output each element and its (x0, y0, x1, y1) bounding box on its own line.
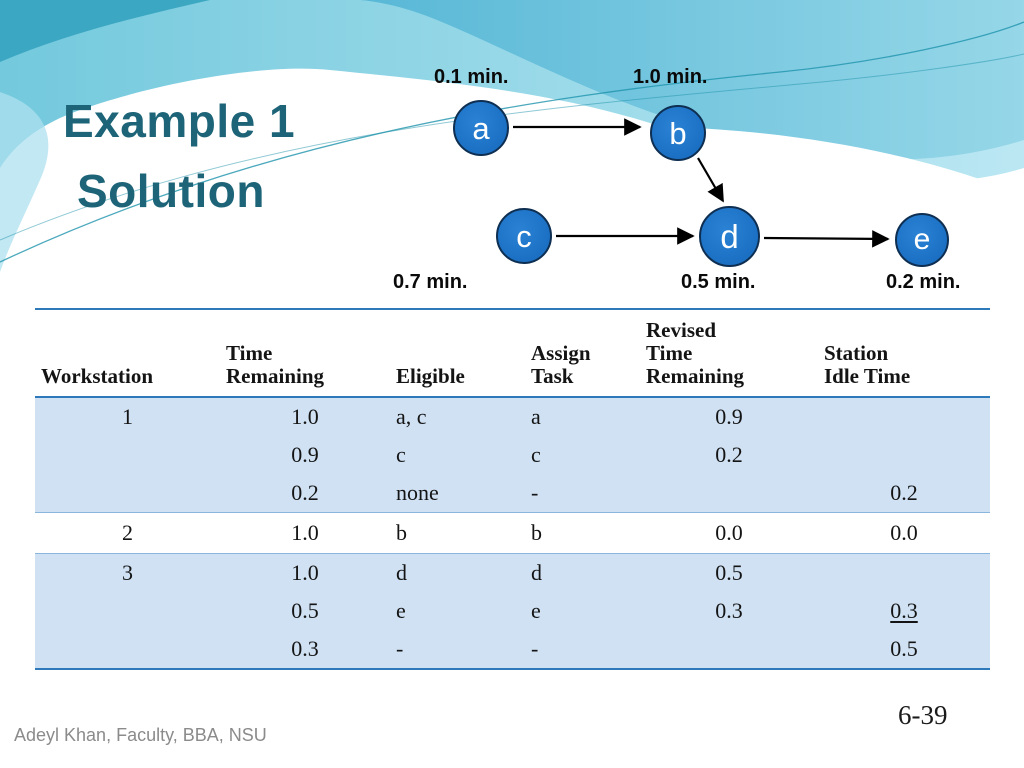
cell-g2-r1-c1: 2 (122, 520, 133, 545)
task-node-b: b (650, 105, 706, 161)
solution-table: Workstation Time Remaining Eligible Assi… (35, 308, 990, 670)
cell-g1-r2-c4: c (531, 442, 541, 467)
cell-g3-r1-c3: d (396, 560, 407, 585)
table-row: 2 1.0 b b 0.0 0.0 (35, 513, 990, 554)
table-row: 1 1.0 a, c a 0.9 (35, 397, 990, 436)
cell-g1-r1-c6 (818, 397, 990, 436)
cell-g3-r1-c5: 0.5 (715, 560, 743, 585)
cell-g3-r2-c5: 0.3 (715, 598, 743, 623)
header-idle-time: Station Idle Time (818, 308, 990, 398)
node-a-label: a (472, 110, 490, 146)
cell-g1-r3-c6: 0.2 (890, 480, 918, 505)
node-d-label: d (720, 218, 739, 255)
solution-table-wrap: Workstation Time Remaining Eligible Assi… (35, 308, 990, 670)
wave-medium (360, 0, 1024, 160)
cell-g3-r3-c6: 0.5 (890, 636, 918, 661)
cell-g3-r2-c3: e (396, 598, 406, 623)
cell-g3-r1-c4: d (531, 560, 542, 585)
time-label-e: 0.2 min. (886, 271, 961, 293)
precedence-arrows (513, 118, 890, 248)
wave-line-2 (0, 53, 1024, 241)
edge-d-e (763, 230, 890, 248)
title-line-2: Solution (77, 165, 265, 217)
task-node-d: d (699, 206, 760, 267)
header-time-remaining: Time Remaining (220, 308, 390, 398)
table-group-3: 3 1.0 d d 0.5 0.5 e e 0.3 0.3 0.3 - - 0.5 (35, 553, 990, 669)
cell-g3-r1-c1: 3 (122, 560, 133, 585)
cell-g3-r2-c4: e (531, 598, 541, 623)
cell-g3-r3-c3: - (396, 636, 404, 661)
cell-g1-r2-c1 (35, 436, 220, 474)
cell-g3-r2-c1 (35, 592, 220, 630)
table-row: 0.2 none - 0.2 (35, 474, 990, 513)
cell-g3-r3-c4: - (531, 636, 539, 661)
wave-line-1 (0, 21, 1024, 263)
table-group-2: 2 1.0 b b 0.0 0.0 (35, 512, 990, 554)
cell-g1-r3-c5 (640, 474, 818, 513)
cell-g1-r3-c1 (35, 474, 220, 513)
table-header: Workstation Time Remaining Eligible Assi… (35, 308, 990, 398)
header-assign-task: Assign Task (525, 308, 640, 398)
cell-g1-r1-c3: a, c (396, 404, 427, 429)
cell-g1-r3-c3: none (396, 480, 439, 505)
table-row: 0.3 - - 0.5 (35, 630, 990, 669)
table-row: 0.5 e e 0.3 0.3 (35, 592, 990, 630)
cell-g2-r1-c4: b (531, 520, 542, 545)
slide-title: Example 1 Solution (63, 86, 295, 226)
wave-left-sliver (0, 92, 49, 272)
time-label-a: 0.1 min. (434, 66, 509, 88)
task-node-c: c (496, 208, 552, 264)
time-label-d: 0.5 min. (681, 271, 756, 293)
cell-g3-r1-c2: 1.0 (291, 560, 319, 585)
page-number: 6-39 (898, 700, 948, 730)
table-row: 3 1.0 d d 0.5 (35, 554, 990, 593)
cell-g3-r2-c2: 0.5 (291, 598, 319, 623)
cell-g1-r2-c6 (818, 436, 990, 474)
cell-g3-r3-c5 (640, 630, 818, 669)
header-eligible: Eligible (390, 308, 525, 398)
node-c-label: c (516, 218, 532, 254)
cell-g2-r1-c3: b (396, 520, 407, 545)
node-e-label: e (913, 223, 931, 256)
cell-g1-r2-c2: 0.9 (291, 442, 319, 467)
table-group-1: 1 1.0 a, c a 0.9 0.9 c c 0.2 0.2 none - 0.2 (35, 397, 990, 513)
header-workstation: Workstation (35, 308, 220, 398)
cell-g3-r3-c1 (35, 630, 220, 669)
title-line-1: Example 1 (63, 95, 296, 147)
cell-g3-r3-c2: 0.3 (291, 636, 319, 661)
task-node-e: e (895, 213, 949, 267)
cell-g1-r2-c3: c (396, 442, 406, 467)
cell-g2-r1-c6: 0.0 (890, 520, 918, 545)
time-label-b: 1.0 min. (633, 66, 708, 88)
table-row: 0.9 c c 0.2 (35, 436, 990, 474)
wave-corner (0, 0, 210, 62)
node-b-label: b (669, 115, 687, 151)
edge-b-d (697, 157, 724, 203)
cell-g2-r1-c2: 1.0 (291, 520, 319, 545)
cell-g1-r1-c1: 1 (122, 404, 133, 429)
time-label-c: 0.7 min. (393, 271, 468, 293)
cell-g1-r3-c4: - (531, 480, 539, 505)
footer-credit: Adeyl Khan, Faculty, BBA, NSU (14, 725, 267, 745)
cell-g3-r1-c6 (818, 554, 990, 593)
cell-g2-r1-c5: 0.0 (715, 520, 743, 545)
cell-g1-r1-c4: a (531, 404, 541, 429)
cell-g1-r2-c5: 0.2 (715, 442, 743, 467)
task-node-a: a (453, 100, 509, 156)
cell-g1-r1-c2: 1.0 (291, 404, 319, 429)
header-revised-time: Revised Time Remaining (640, 308, 818, 398)
cell-g1-r1-c5: 0.9 (715, 404, 743, 429)
cell-g3-r2-c6: 0.3 (890, 598, 918, 623)
cell-g1-r3-c2: 0.2 (291, 480, 319, 505)
